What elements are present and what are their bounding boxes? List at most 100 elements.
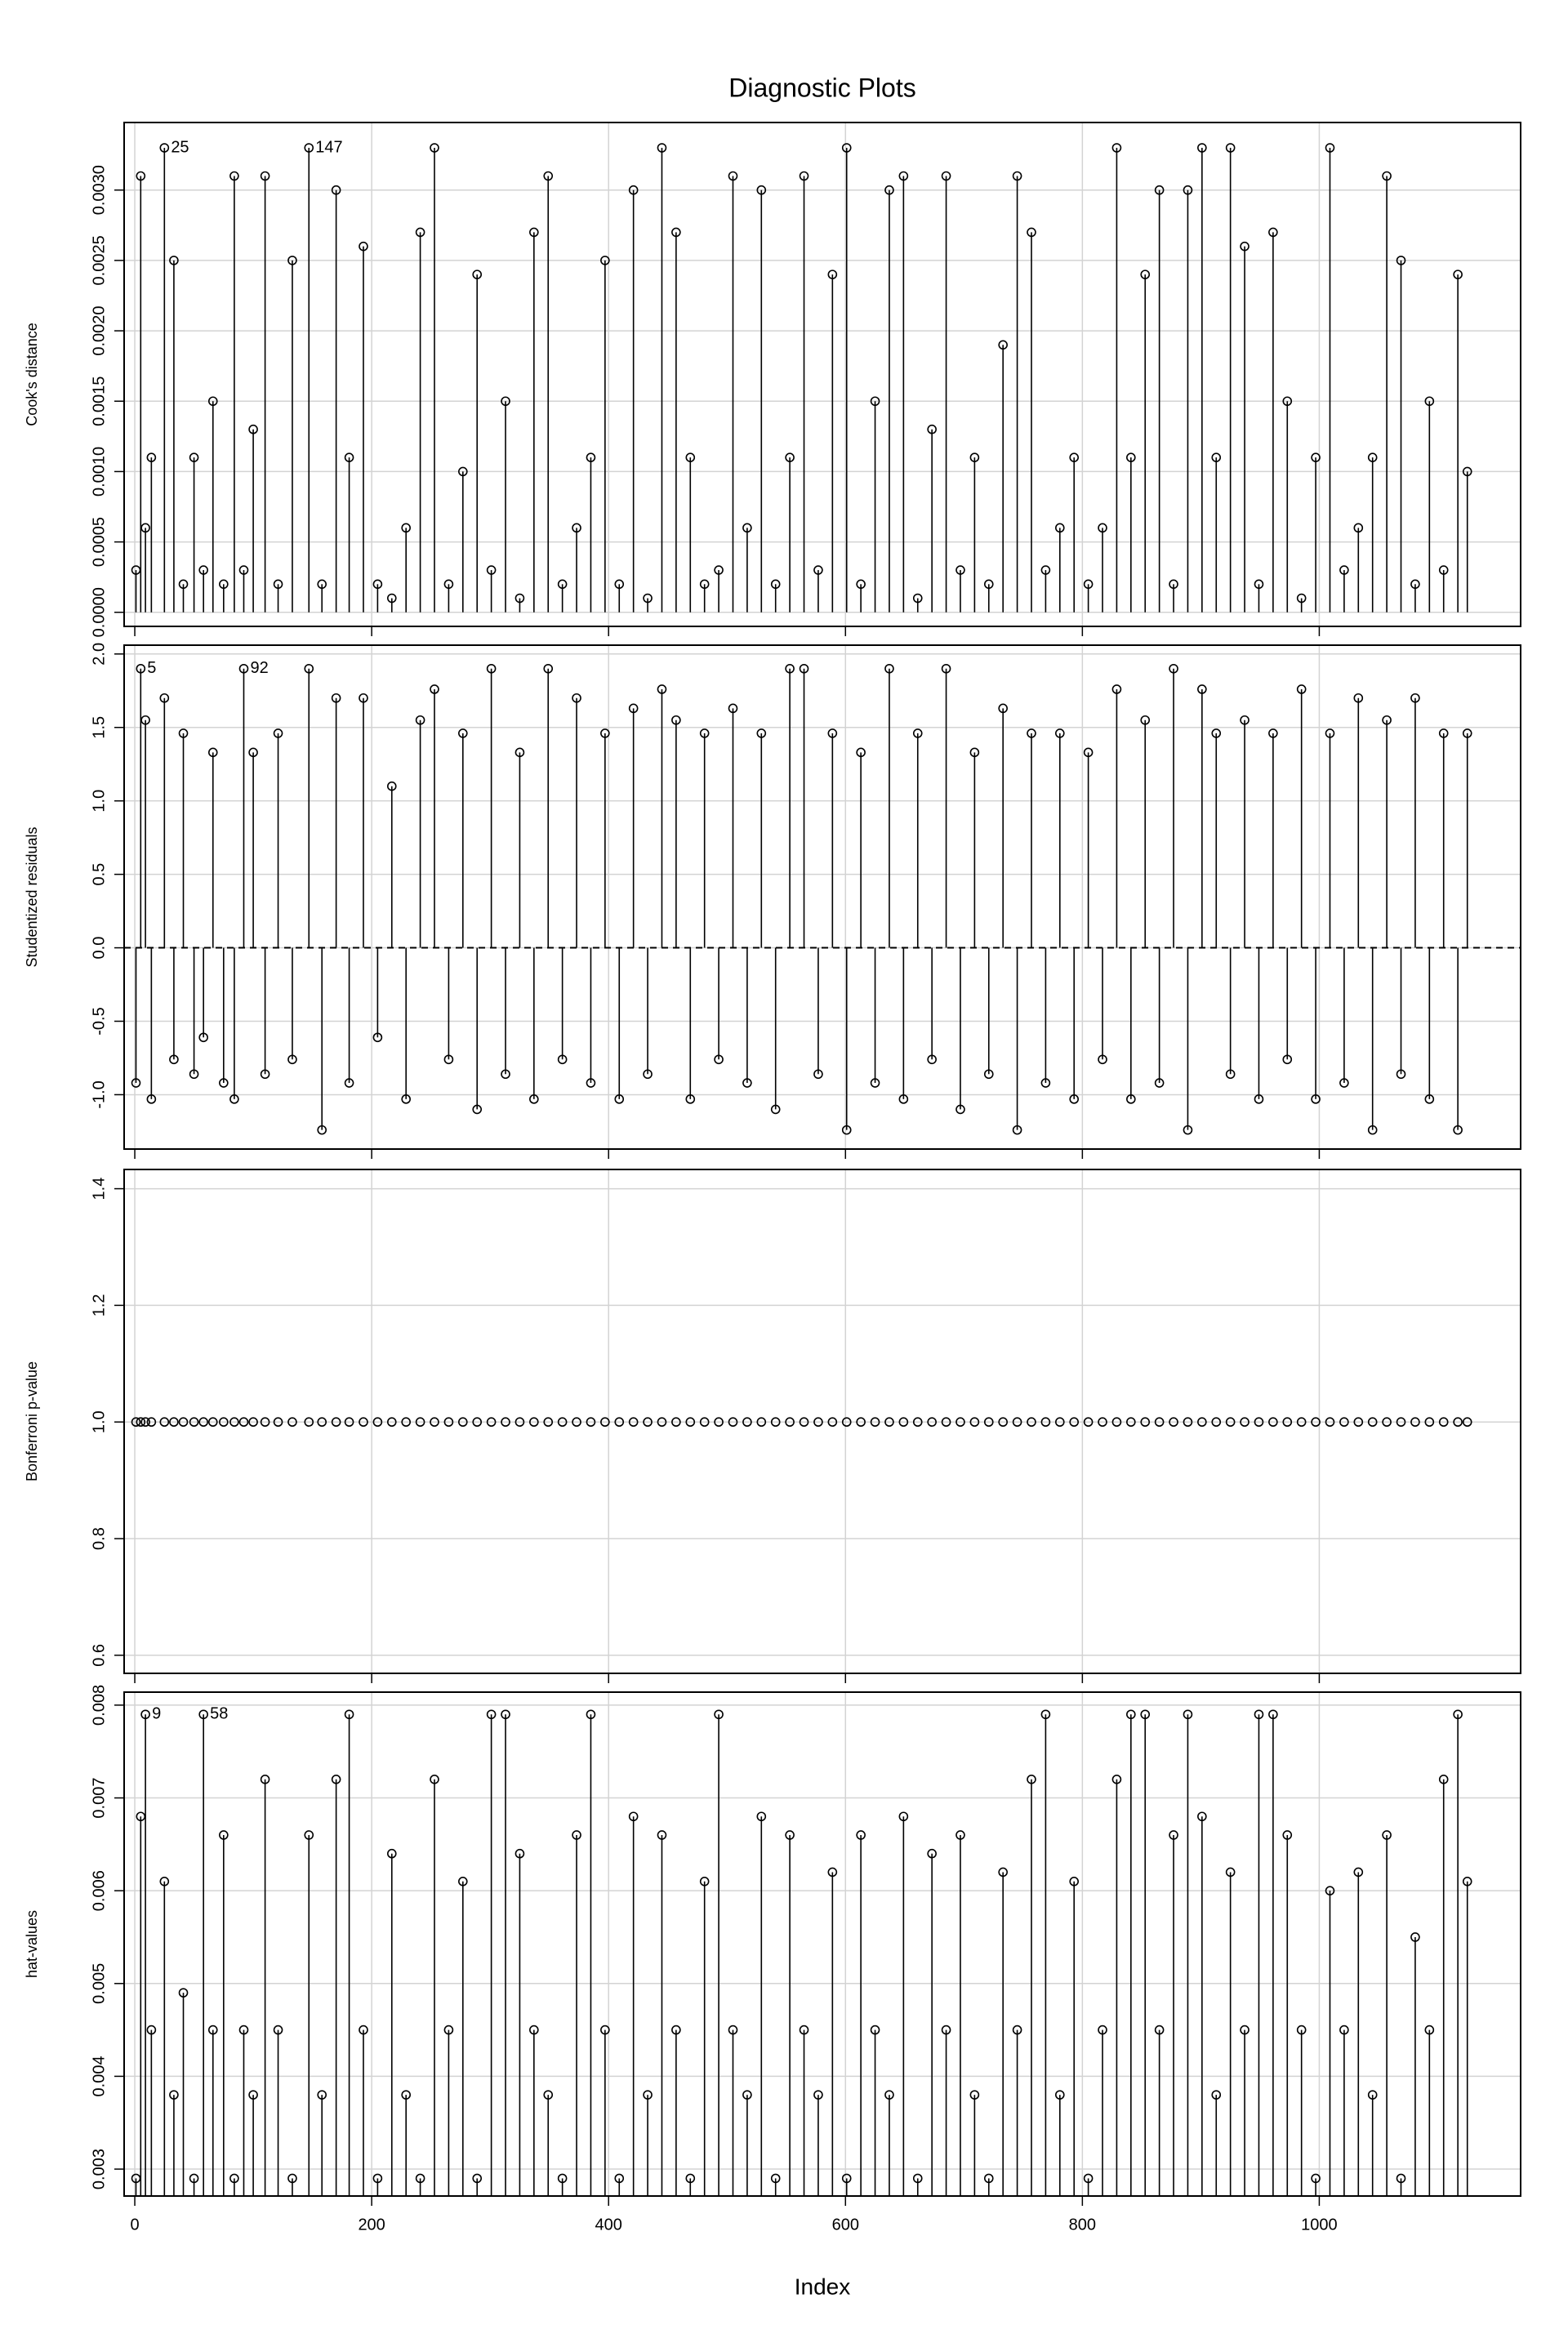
point (1140, 1417, 1151, 1428)
point (1169, 1830, 1178, 1840)
point (1098, 2025, 1107, 2035)
point (131, 1078, 141, 1088)
point (401, 523, 411, 533)
point (1154, 2025, 1165, 2035)
point (207, 1417, 218, 1428)
point (248, 1417, 258, 1428)
point (628, 1811, 639, 1822)
point (714, 565, 724, 575)
point (169, 256, 179, 265)
point (657, 1830, 667, 1840)
point (927, 1417, 937, 1428)
y-tick-label: 0.5 (90, 863, 108, 886)
y-axis-label: Bonferroni p-value (24, 1361, 40, 1481)
point (1169, 579, 1178, 590)
point (146, 1417, 157, 1428)
point (1453, 270, 1463, 279)
x-tick-label: 0 (130, 2216, 139, 2234)
point (136, 663, 146, 674)
point (614, 1094, 625, 1104)
point (756, 1417, 767, 1428)
point (827, 270, 838, 279)
point (1027, 227, 1036, 238)
point (344, 452, 354, 462)
point (898, 1811, 909, 1822)
point (699, 728, 710, 738)
point (756, 185, 767, 195)
point (1211, 452, 1222, 462)
point (1111, 143, 1122, 153)
point (1367, 2090, 1378, 2100)
y-tick-label: 0.008 (90, 1685, 108, 1726)
point (1424, 2025, 1435, 2035)
point (742, 1078, 752, 1088)
point (140, 1709, 150, 1720)
point (229, 1417, 239, 1428)
point (685, 2173, 696, 2184)
point (304, 1417, 314, 1428)
point (685, 1094, 696, 1104)
point (344, 1417, 354, 1428)
point (742, 1417, 752, 1428)
point (856, 1830, 866, 1840)
point (1055, 2090, 1065, 2100)
y-tick-label: 0.0030 (90, 165, 108, 215)
point (1438, 1417, 1449, 1428)
point (572, 523, 581, 533)
point (1154, 1078, 1165, 1088)
point (941, 663, 951, 674)
point (671, 1417, 681, 1428)
panel: 0.6 0.8 1.0 1.2 1.4 Bonferroni p-value (24, 1169, 1521, 1683)
point (728, 171, 738, 181)
point (898, 171, 909, 181)
point (169, 2090, 179, 2100)
point (189, 2173, 199, 2184)
y-axis-label: Studentized residuals (24, 826, 40, 967)
point (1040, 1078, 1051, 1088)
point (501, 1709, 510, 1720)
point (1225, 1417, 1236, 1428)
point (260, 1069, 270, 1080)
point (600, 2025, 610, 2035)
point (1367, 1417, 1378, 1428)
point (557, 1417, 568, 1428)
point (714, 1709, 724, 1720)
point (472, 1104, 483, 1115)
point-label: 147 (315, 138, 342, 156)
point (189, 1069, 199, 1080)
point (1126, 452, 1136, 462)
point (614, 1417, 625, 1428)
point (699, 1417, 710, 1428)
point (927, 1054, 937, 1065)
point (1111, 684, 1122, 694)
point (1382, 1417, 1392, 1428)
point (1126, 1417, 1136, 1428)
point (1339, 2025, 1349, 2035)
plot-area (131, 143, 1472, 612)
x-tick-label: 200 (358, 2216, 385, 2234)
point (344, 1078, 354, 1088)
point (238, 2025, 249, 2035)
point (1240, 2025, 1250, 2035)
point (557, 2173, 568, 2184)
point (1098, 1417, 1107, 1428)
point (443, 579, 454, 590)
x-tick-label: 600 (832, 2216, 859, 2234)
point (884, 185, 894, 195)
point (1197, 1417, 1207, 1428)
point (331, 1417, 341, 1428)
point (386, 781, 397, 791)
point (415, 715, 425, 725)
point (557, 579, 568, 590)
point (699, 579, 710, 590)
point-label: 9 (152, 1705, 161, 1723)
point (260, 1775, 270, 1784)
x-axis-label: Index (795, 2274, 851, 2299)
point (136, 171, 146, 181)
point (219, 1417, 229, 1428)
x-tick-label: 400 (595, 2216, 622, 2234)
point (714, 1054, 724, 1065)
panel: 0.0000 0.0005 0.0010 0.0015 0.0020 0.0025 0.00… (24, 122, 1521, 637)
point (1211, 1417, 1222, 1428)
point (169, 1054, 179, 1065)
